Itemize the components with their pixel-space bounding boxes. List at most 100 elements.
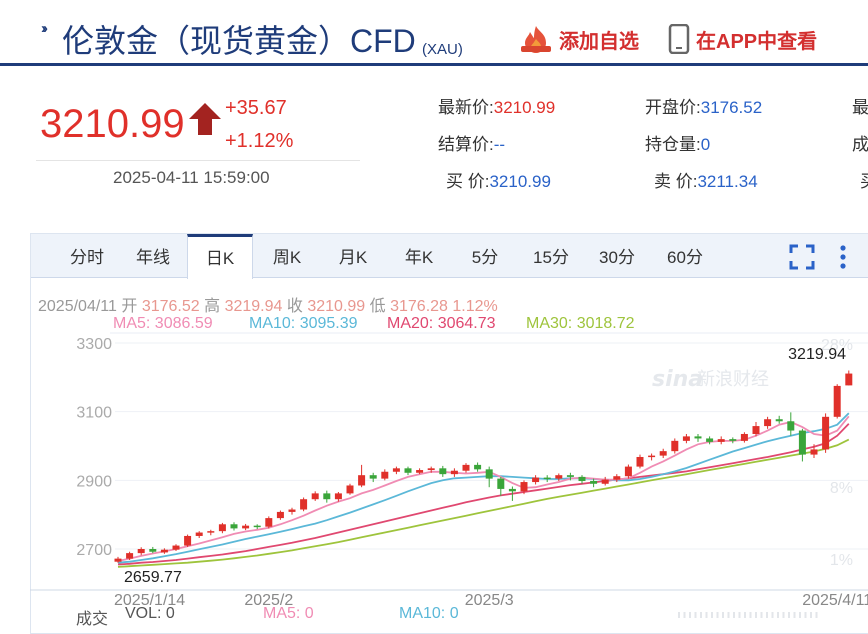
candle-body[interactable] [218,524,226,532]
chart-panel: 分时 年线 日K 周K 月K 年K 5分 15分 30分 60分 [30,233,868,634]
candle-body[interactable] [323,493,331,500]
volume-value: VOL: 0 [125,605,175,622]
candle-body[interactable] [450,470,458,475]
tab-weekly-k[interactable]: 周K [272,248,302,267]
candle-body[interactable] [833,385,841,417]
volume-bar [799,612,801,618]
tab-15min[interactable]: 15分 [533,248,569,267]
candle-body[interactable] [346,485,354,494]
tab-daily-k[interactable]: 日K [187,234,253,279]
candle-body[interactable] [184,535,192,546]
candle-body[interactable] [439,468,447,475]
candle-body[interactable] [126,553,134,559]
candle-body[interactable] [671,440,679,452]
tab-intraday[interactable]: 分时 [70,248,104,267]
candle-body[interactable] [822,416,830,450]
info-value: 0 [700,135,711,154]
candle-body[interactable] [230,524,238,529]
candle-body[interactable] [137,549,145,554]
info-open: 开盘价:3176.52 [645,93,762,118]
candle-body[interactable] [659,451,667,456]
tab-year-line[interactable]: 年线 [136,248,170,267]
candle-body[interactable] [485,469,493,479]
candle-body[interactable] [543,477,551,480]
view-in-app-button[interactable]: 在APP中查看 [668,24,817,54]
candle-body[interactable] [149,549,157,552]
candle-body[interactable] [311,493,319,500]
candle-body[interactable] [532,477,540,483]
legend-ma30: MA30: 3018.72 [526,315,635,332]
candle-body[interactable] [300,499,308,510]
candle-body[interactable] [613,476,621,480]
candle-body[interactable] [358,475,366,486]
candle-body[interactable] [276,511,284,519]
candle-body[interactable] [253,525,261,528]
candle-body[interactable] [508,488,516,492]
info-settle: 结算价:-- [438,130,505,155]
candle-body[interactable] [207,531,215,533]
volume-bar [760,612,763,618]
ohlc-close-label: 收 [286,298,303,315]
volume-bar [694,612,697,618]
tab-monthly-k[interactable]: 月K [338,248,368,267]
candle-body[interactable] [798,430,806,455]
tab-5min[interactable]: 5分 [471,248,499,267]
double-chevron-icon: ›› [41,20,48,37]
candle-body[interactable] [578,476,586,482]
candle-body[interactable] [682,436,690,441]
candle-body[interactable] [787,421,795,431]
ohlc-close: 3210.99 [307,298,366,315]
candle-body[interactable] [427,468,435,471]
volume-bar [771,612,774,618]
candle-body[interactable] [392,468,400,472]
candle-body[interactable] [195,532,203,536]
candle-body[interactable] [555,475,563,479]
candle-body[interactable] [566,475,574,477]
candle-body[interactable] [160,549,168,553]
candle-body[interactable] [114,558,122,562]
candle-body[interactable] [334,493,342,500]
fullscreen-icon[interactable] [789,244,815,270]
candle-body[interactable] [717,439,725,442]
candle-body[interactable] [810,449,818,455]
candle-body[interactable] [497,478,505,489]
max-price-label: 3219.94 [788,346,846,363]
more-vertical-icon[interactable] [837,244,849,270]
candle-body[interactable] [474,464,482,470]
candle-body[interactable] [729,439,737,441]
candle-body[interactable] [462,464,470,471]
candle-body[interactable] [740,433,748,441]
info-value: 3210.99 [493,98,556,117]
candle-body[interactable] [764,419,772,427]
candle-body[interactable] [694,436,702,439]
arrow-up-icon [189,103,221,135]
add-watchlist-button[interactable]: 添加自选 [519,24,639,54]
candle-body[interactable] [288,509,296,512]
candle-body[interactable] [520,482,528,492]
candle-body[interactable] [648,455,656,458]
flame-icon [521,26,551,53]
volume-bar [815,612,818,618]
tab-yearly-k[interactable]: 年K [404,248,434,267]
candle-body[interactable] [242,525,250,529]
candle-body[interactable] [752,426,760,434]
candle-body[interactable] [265,518,273,527]
candle-body[interactable] [706,438,714,442]
candle-body[interactable] [369,475,377,479]
candle-body[interactable] [601,479,609,484]
candle-body[interactable] [624,466,632,477]
candle-body[interactable] [590,481,598,484]
candle-body[interactable] [381,471,389,479]
candle-body[interactable] [404,468,412,473]
volume-bar [733,612,735,618]
legend-ma10: MA10: 3095.39 [249,315,358,332]
tab-30min[interactable]: 30分 [599,248,635,267]
candle-body[interactable] [416,470,424,473]
candle-body[interactable] [636,456,644,467]
candle-body[interactable] [845,373,853,386]
volume-bar [683,612,686,618]
candle-body[interactable] [172,545,180,550]
tab-60min[interactable]: 60分 [667,248,703,267]
candle-body[interactable] [775,419,783,422]
